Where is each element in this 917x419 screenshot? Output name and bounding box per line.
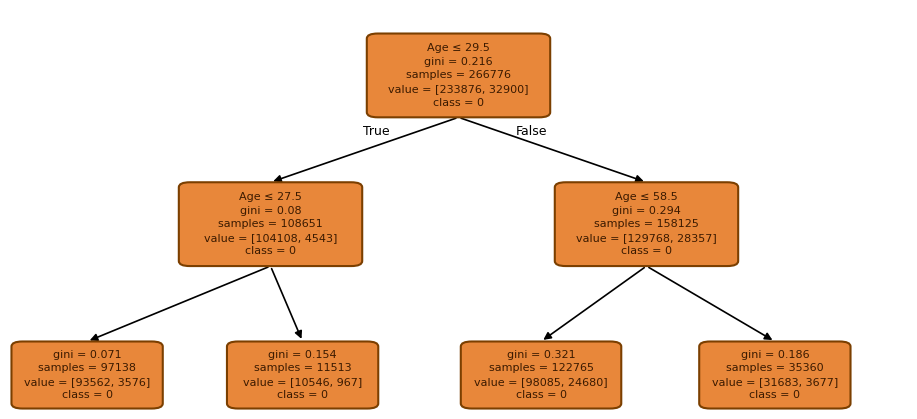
Text: Age ≤ 29.5
gini = 0.216
samples = 266776
value = [233876, 32900]
class = 0: Age ≤ 29.5 gini = 0.216 samples = 266776… [388, 43, 529, 108]
FancyBboxPatch shape [227, 341, 379, 409]
Text: Age ≤ 27.5
gini = 0.08
samples = 108651
value = [104108, 4543]
class = 0: Age ≤ 27.5 gini = 0.08 samples = 108651 … [204, 192, 337, 256]
FancyBboxPatch shape [699, 341, 851, 409]
FancyBboxPatch shape [179, 182, 362, 266]
FancyBboxPatch shape [555, 182, 738, 266]
Text: gini = 0.186
samples = 35360
value = [31683, 3677]
class = 0: gini = 0.186 samples = 35360 value = [31… [712, 349, 838, 401]
Text: gini = 0.071
samples = 97138
value = [93562, 3576]
class = 0: gini = 0.071 samples = 97138 value = [93… [24, 349, 150, 401]
FancyBboxPatch shape [367, 34, 550, 117]
Text: Age ≤ 58.5
gini = 0.294
samples = 158125
value = [129768, 28357]
class = 0: Age ≤ 58.5 gini = 0.294 samples = 158125… [576, 192, 717, 256]
FancyBboxPatch shape [11, 341, 163, 409]
FancyBboxPatch shape [460, 341, 622, 409]
Text: True: True [362, 125, 389, 138]
Text: gini = 0.321
samples = 122765
value = [98085, 24680]
class = 0: gini = 0.321 samples = 122765 value = [9… [474, 349, 608, 401]
Text: False: False [516, 125, 547, 138]
Text: gini = 0.154
samples = 11513
value = [10546, 967]
class = 0: gini = 0.154 samples = 11513 value = [10… [243, 349, 362, 401]
